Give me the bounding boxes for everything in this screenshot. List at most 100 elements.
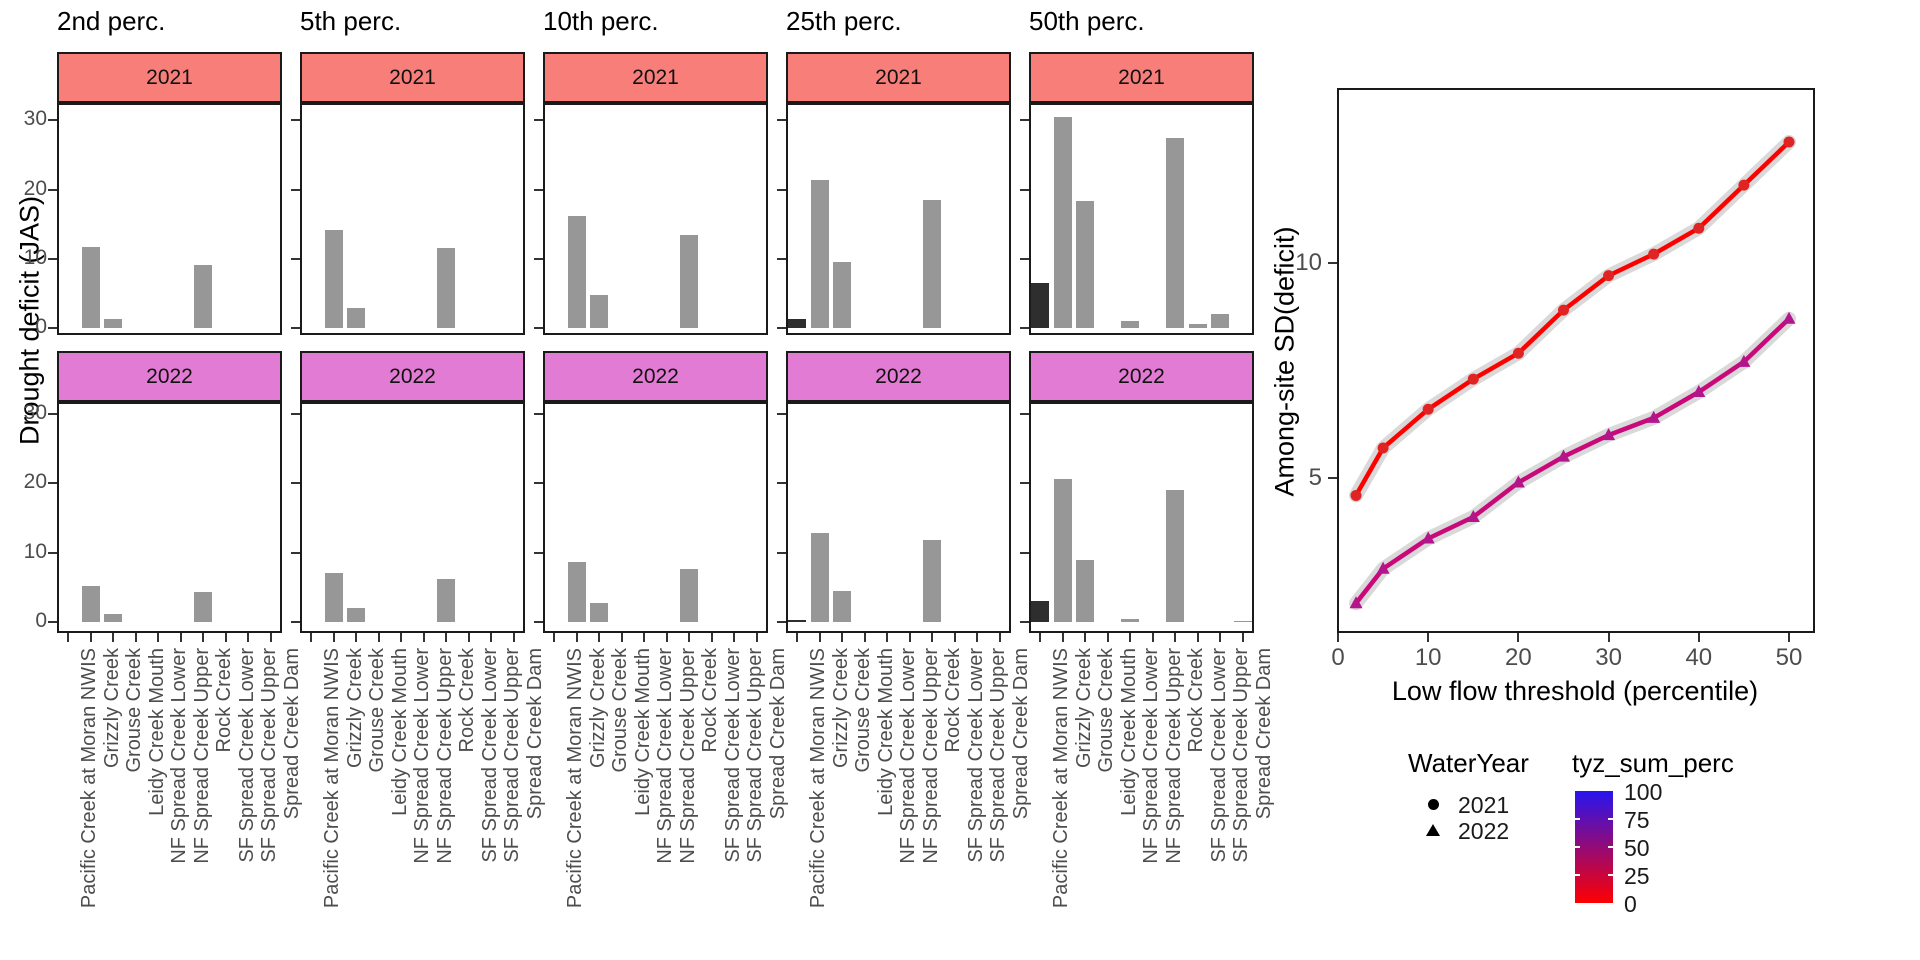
sd-line-figure: Among-site SD(deficit) Low flow threshol… [1260,0,1920,960]
x-axis-tick [377,633,380,642]
site-axis-label: NF Spread Creek Upper [676,648,699,864]
line-x-tick [1788,633,1790,642]
deficit-bar [1121,618,1140,622]
deficit-bar [788,619,807,622]
site-axis-label: NF Spread Creek Upper [919,648,942,864]
facet-strip-2021: 2021 [1029,52,1254,103]
deficit-bar [1211,313,1230,329]
y-axis-tick [777,482,786,485]
line-y-tick [1328,261,1337,264]
facet-strip-2022: 2022 [543,351,768,402]
deficit-bar [788,319,807,329]
line-x-tick-label: 50 [1775,644,1803,671]
deficit-bar [833,590,852,622]
site-axis-label: SF Spread Creek Lower [235,648,258,863]
y-axis-tick-label: 20 [23,470,47,494]
y-axis-tick [48,413,57,416]
facet-column-title: 10th perc. [543,6,659,36]
y-axis-tick [534,327,543,330]
deficit-bar [347,307,366,329]
site-axis-label: NF Spread Creek Upper [1162,648,1185,864]
deficit-bar [324,572,343,622]
site-axis-label: Spread Creek Dam [1009,648,1032,820]
site-axis-label: NF Spread Creek Lower [168,648,191,864]
facet-strip-label: 2022 [1118,364,1165,388]
gradient-tick-label: 100 [1624,779,1663,805]
x-axis-tick [1151,633,1154,642]
gradient-tick-mark [1575,818,1580,820]
site-axis-label: Grouse Creek [852,648,875,773]
facet-strip-label: 2021 [146,65,193,89]
shape-legend-entry-label: 2021 [1458,792,1510,818]
site-axis-label: SF Spread Creek Lower [478,648,501,863]
site-axis-label: Rock Creek [942,648,965,753]
data-point-circle [1738,179,1750,191]
gradient-colorbar [1575,791,1613,903]
site-axis-label: Pacific Creek at Moran NWIS [807,648,830,909]
x-axis-tick [598,633,601,642]
site-axis-label: Leidy Creek Mouth [388,648,411,816]
data-point-circle [1350,489,1362,501]
y-axis-tick-label: 30 [23,107,47,131]
x-axis-tick [134,633,137,642]
data-point-circle [1422,403,1434,415]
y-axis-tick [1020,119,1029,122]
deficit-bar [194,591,213,622]
y-axis-tick [1020,327,1029,330]
x-axis-tick [445,633,448,642]
x-axis-tick [112,633,115,642]
x-axis-tick [467,633,470,642]
y-axis-tick [48,482,57,485]
facet-strip-label: 2021 [875,65,922,89]
y-axis-tick [1020,621,1029,623]
deficit-bar [1166,489,1185,622]
site-axis-label: SF Spread Creek Upper [1230,648,1253,863]
y-axis-tick [48,188,57,191]
y-axis-tick [291,119,300,122]
line-x-tick [1427,633,1430,642]
site-axis-label: Grizzly Creek [586,648,609,769]
deficit-bar [680,234,699,329]
trend-line-2022 [1353,316,1792,606]
line-x-tick-label: 40 [1685,644,1713,671]
y-axis-tick [48,621,57,623]
x-axis-tick [67,633,70,642]
deficit-bar [833,262,852,329]
gradient-tick-label: 25 [1624,863,1650,889]
facet-strip-label: 2022 [632,364,679,388]
deficit-bar [104,614,123,622]
x-axis-tick [1039,633,1042,642]
x-axis-tick [512,633,515,642]
confidence-ribbon-2021 [1349,135,1796,503]
facet-strip-2022: 2022 [300,351,525,402]
gradient-tick-label: 50 [1624,835,1650,861]
line-x-tick-label: 20 [1505,644,1532,671]
site-axis-label: Grouse Creek [609,648,632,773]
data-point-triangle [1466,509,1480,522]
data-point-triangle [1737,354,1751,367]
data-point-triangle [1692,385,1706,397]
gradient-legend-title: tyz_sum_perc [1572,748,1734,778]
x-axis-tick [818,633,821,642]
facet-column-title: 50th perc. [1029,6,1145,36]
facet-strip-2022: 2022 [786,351,1011,402]
y-axis-tick [777,327,786,330]
site-axis-label: SF Spread Creek Lower [964,648,987,863]
facet-strip-2022: 2022 [1029,351,1254,402]
data-point-triangle [1349,596,1363,609]
gradient-tick-label: 75 [1624,807,1650,833]
gradient-tick-mark [1608,874,1613,876]
x-axis-tick [247,633,250,642]
deficit-bar [810,179,829,329]
x-axis-tick [863,633,866,642]
x-axis-tick [643,633,646,642]
site-axis-label: Grouse Creek [123,648,146,773]
y-axis-tick [534,482,543,485]
x-axis-tick [355,633,358,642]
facet-strip-label: 2021 [632,65,679,89]
x-axis-tick [710,633,713,642]
x-axis-tick [269,633,272,642]
y-axis-tick [291,413,300,416]
deficit-bar [1053,478,1072,622]
site-axis-label: NF Spread Creek Lower [411,648,434,864]
